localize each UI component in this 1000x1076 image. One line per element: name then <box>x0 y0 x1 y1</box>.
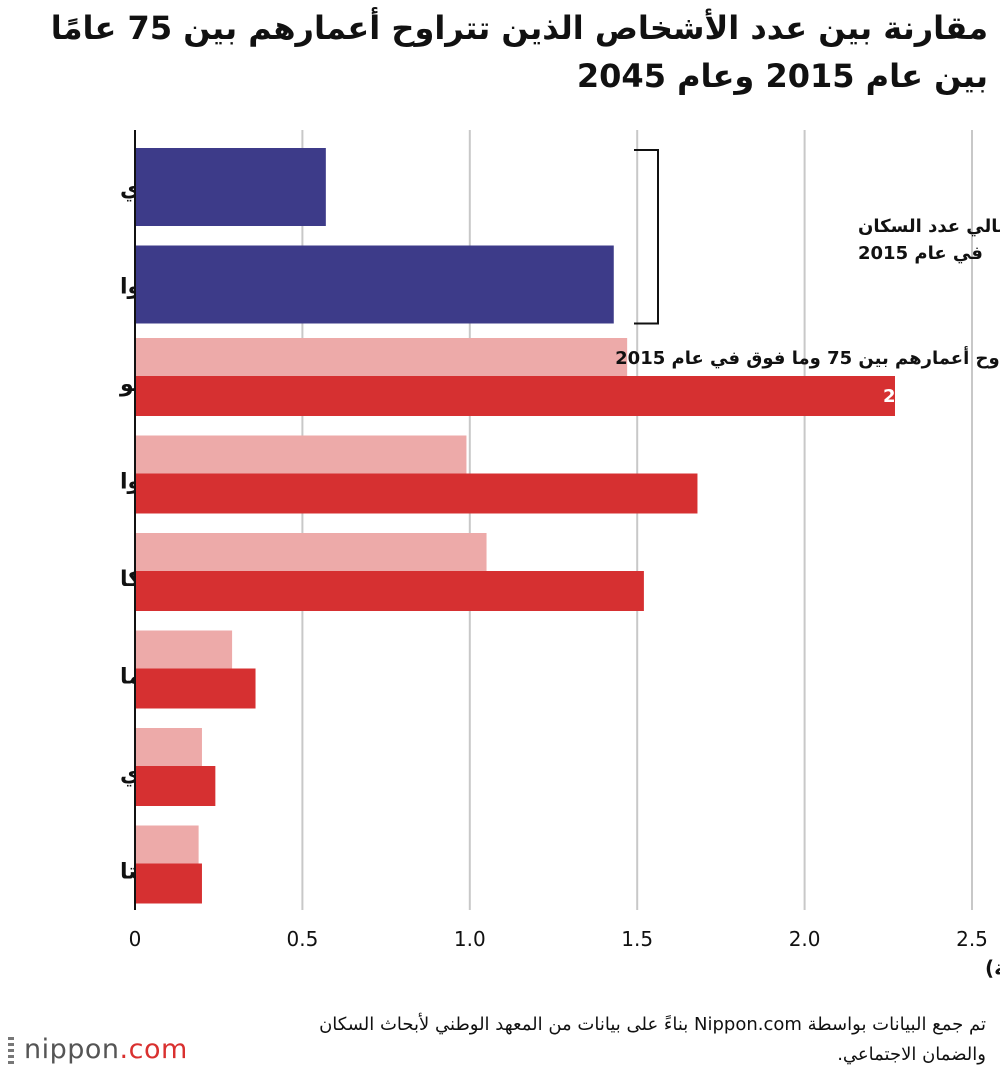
x-tick-label: 2.0 <box>789 927 821 951</box>
series-label-2015: الذين تتراوح أعمارهم بين 75 وما فوق في ع… <box>615 346 1000 369</box>
annotation-total-line1: إجمالي عدد السكان <box>858 216 1000 237</box>
x-tick-label: 2.5 <box>956 927 988 951</box>
annotation-total-line2: في عام 2015 <box>858 243 983 264</box>
bar-75plus-2015 <box>135 338 628 376</box>
nippon-logo: nippon.com <box>8 1034 188 1065</box>
bracket <box>634 149 659 325</box>
bar-75plus-2045 <box>135 766 216 806</box>
x-tick-label: 1.0 <box>454 927 486 951</box>
bar-75plus-2045 <box>135 473 698 514</box>
bar-75plus-2045 <box>135 376 895 416</box>
source-note: تم جمع البيانات بواسطة Nippon.com بناءً … <box>319 1014 986 1065</box>
x-tick-label: 0.5 <box>286 927 318 951</box>
bar-75plus-2015 <box>135 533 487 571</box>
bar-75plus-2045 <box>135 863 202 904</box>
bar-75plus-2015 <box>135 825 199 864</box>
bar-75plus-2015 <box>135 728 202 766</box>
bar-75plus-2015 <box>135 435 467 474</box>
bar-75plus-2045 <box>135 668 256 709</box>
bar-total-2015 <box>135 245 614 324</box>
x-axis-label: (مليون نسمة) <box>985 956 1000 980</box>
bar-75plus-2015 <box>135 630 233 669</box>
chart-area: 00.51.01.52.02.5(مليون نسمة)توتوريأوكينا… <box>119 130 1000 980</box>
bar-75plus-2045 <box>135 571 644 611</box>
x-tick-label: 0 <box>129 927 142 951</box>
x-tick-label: 1.5 <box>621 927 653 951</box>
series-label-2045: الذين تتراوح أعمارهم بين 75 وما فوق في ع… <box>883 384 1000 407</box>
logo-domain: .com <box>119 1034 188 1065</box>
logo-name: nippon <box>24 1034 120 1065</box>
logo-mark-icon <box>8 1036 14 1065</box>
bar-total-2015 <box>135 148 326 226</box>
chart-title: مقارنة بين عدد الأشخاص الذين تتراوح أعما… <box>50 9 988 95</box>
